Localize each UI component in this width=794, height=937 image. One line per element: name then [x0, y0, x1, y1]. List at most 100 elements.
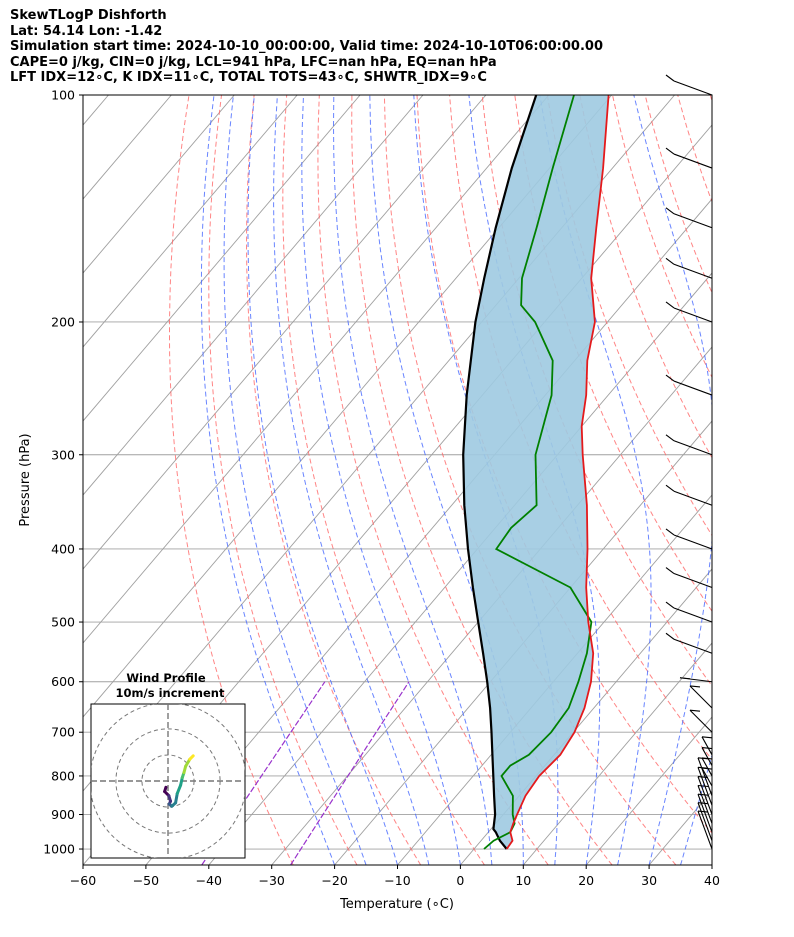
- inset-title: Wind Profile: [126, 671, 206, 685]
- x-tick-label: 0: [456, 873, 464, 888]
- isotherm-line: [83, 95, 298, 348]
- inset-subtitle: 10m/s increment: [116, 686, 225, 700]
- indices-line: LFT IDX=12∘C, K IDX=11∘C, TOTAL TOTS=43∘…: [10, 70, 487, 85]
- wind-barb-flag: [697, 793, 709, 796]
- inset-rings: [91, 704, 245, 858]
- wind-barb-flag: [665, 257, 675, 265]
- wind-barb-flag: [679, 677, 691, 680]
- wind-barb: [673, 534, 713, 550]
- wind-barb: [701, 767, 713, 787]
- wind-barb: [673, 307, 713, 323]
- wind-barb-flag: [701, 757, 713, 760]
- wind-barb: [673, 263, 713, 279]
- moist-adiabat: [633, 95, 712, 865]
- wind-barb: [673, 490, 713, 506]
- isotherm-line: [711, 864, 712, 865]
- wind-barb-flag: [665, 207, 675, 215]
- wind-barb: [697, 802, 713, 841]
- moist-adiabat: [200, 95, 336, 865]
- isotherm-line: [271, 346, 712, 865]
- dry-adiabat: [514, 95, 712, 613]
- wind-barb-flag: [665, 434, 675, 442]
- wind-profile-inset: Wind Profile 10m/s increment: [90, 671, 246, 859]
- wind-barb-flag: [665, 147, 675, 155]
- dry-adiabat: [743, 95, 794, 865]
- x-tick-label: 40: [704, 873, 720, 888]
- wind-barb: [697, 767, 713, 806]
- y-tick-label: 300: [51, 447, 75, 462]
- wind-barb: [701, 747, 713, 766]
- chart-title: SkewTLogP Dishforth: [10, 8, 167, 23]
- hodograph-segment: [188, 754, 195, 761]
- dry-adiabat: [709, 95, 712, 103]
- y-tick-label: 400: [51, 541, 75, 556]
- dry-adiabat: [208, 95, 358, 865]
- dry-adiabat: [775, 95, 794, 865]
- isotherm-line: [83, 95, 424, 496]
- x-tick-label: −30: [259, 873, 285, 888]
- wind-barbs: [665, 74, 713, 850]
- y-tick-label: 700: [51, 725, 75, 740]
- location-line: Lat: 54.14 Lon: -1.42: [10, 23, 163, 39]
- wind-barb-flag: [665, 301, 675, 309]
- wind-barb: [673, 440, 713, 456]
- wind-barb: [673, 638, 713, 654]
- wind-barb: [673, 380, 713, 396]
- wind-barb: [697, 810, 713, 850]
- wind-barb: [673, 607, 713, 623]
- dry-adiabat: [282, 95, 485, 865]
- hodograph-segment: [174, 792, 179, 805]
- x-tick-label: −40: [196, 873, 222, 888]
- wind-barb: [673, 573, 713, 589]
- y-tick-label: 600: [51, 674, 75, 689]
- wind-barb-flag: [697, 802, 709, 805]
- wind-barb-flag: [701, 736, 713, 739]
- wind-barb: [701, 736, 713, 756]
- y-tick-label: 1000: [43, 842, 75, 857]
- dry-adiabat: [169, 95, 294, 865]
- moist-adiabat: [301, 95, 461, 865]
- dry-adiabat: [579, 95, 712, 459]
- isotherm-line: [775, 95, 794, 865]
- dry-adiabat: [644, 95, 712, 294]
- hodograph-segment: [175, 783, 183, 796]
- wind-barb-flag: [665, 528, 675, 536]
- y-axis-ticks: 100 200 300 400 500 600 700 800 900 1000: [43, 88, 83, 857]
- wind-barb-flag: [665, 374, 675, 382]
- y-tick-label: 900: [51, 807, 75, 822]
- wind-barb: [697, 776, 713, 815]
- wind-barb-flag: [665, 567, 675, 574]
- wind-barb-flag: [701, 767, 713, 770]
- isotherm-line: [83, 95, 235, 274]
- moist-adiabat: [539, 95, 652, 865]
- isotherm-line: [83, 95, 550, 644]
- moist-adiabat: [369, 95, 524, 865]
- wind-barb-flag: [665, 74, 675, 82]
- chart-header: SkewTLogP Dishforth Lat: 54.14 Lon: -1.4…: [10, 8, 603, 86]
- parcel-profile-line: [462, 95, 538, 850]
- wind-barb-flag: [689, 709, 701, 712]
- moist-adiabat: [247, 95, 398, 865]
- dry-adiabat: [677, 95, 712, 204]
- moist-adiabat: [273, 95, 430, 865]
- x-tick-label: −50: [133, 873, 159, 888]
- y-tick-label: 800: [51, 768, 75, 783]
- wind-barb: [689, 709, 713, 733]
- y-axis-label: Pressure (hPa): [18, 433, 33, 526]
- wind-barb-flag: [665, 601, 675, 609]
- isotherm-line: [83, 95, 361, 422]
- hodograph-trace: [163, 754, 195, 808]
- wind-barb: [697, 794, 713, 833]
- dry-adiabat: [481, 95, 712, 687]
- x-tick-label: −20: [321, 873, 347, 888]
- dry-adiabat: [245, 95, 422, 865]
- moist-adiabat: [680, 753, 712, 865]
- isotherm-line: [83, 95, 487, 570]
- y-tick-label: 100: [51, 88, 75, 103]
- y-tick-label: 500: [51, 615, 75, 630]
- wind-barb-flag: [701, 747, 713, 750]
- x-tick-label: 30: [641, 873, 657, 888]
- x-tick-label: 10: [515, 873, 531, 888]
- isotherm-line: [648, 790, 712, 865]
